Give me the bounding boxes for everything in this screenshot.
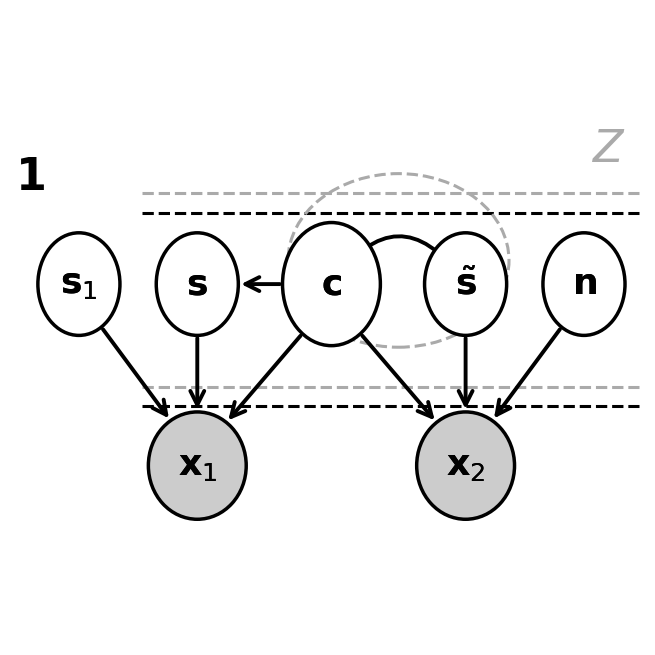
Text: $\mathbf{s}_1$: $\mathbf{s}_1$ (60, 267, 98, 301)
FancyArrowPatch shape (458, 338, 472, 405)
Text: $\mathbf{s}$: $\mathbf{s}$ (187, 267, 208, 301)
Ellipse shape (417, 412, 515, 519)
Text: $\mathbf{x}_2$: $\mathbf{x}_2$ (446, 449, 485, 483)
FancyArrowPatch shape (362, 336, 432, 417)
Ellipse shape (424, 233, 506, 335)
FancyArrowPatch shape (246, 277, 280, 291)
Ellipse shape (282, 223, 381, 346)
Text: $\mathbf{x}_1$: $\mathbf{x}_1$ (178, 449, 217, 483)
Text: $\mathbf{s}_1$: $\mathbf{s}_1$ (60, 267, 98, 301)
Text: $\mathbf{c}$: $\mathbf{c}$ (321, 267, 342, 301)
Text: $\mathbf{x}_2$: $\mathbf{x}_2$ (446, 449, 485, 483)
Text: 1: 1 (16, 156, 47, 199)
Text: $\mathbf{c}$: $\mathbf{c}$ (321, 267, 342, 301)
Text: $\mathbf{s}$: $\mathbf{s}$ (187, 267, 208, 301)
Ellipse shape (543, 233, 625, 335)
Text: $\mathbf{n}$: $\mathbf{n}$ (572, 267, 597, 301)
FancyArrowPatch shape (191, 338, 204, 405)
Text: $\tilde{\mathbf{s}}$: $\tilde{\mathbf{s}}$ (455, 267, 476, 301)
FancyArrowPatch shape (103, 329, 166, 415)
Ellipse shape (157, 233, 238, 335)
Ellipse shape (149, 412, 246, 519)
FancyArrowPatch shape (496, 329, 560, 415)
Ellipse shape (38, 233, 120, 335)
Text: $\mathbf{n}$: $\mathbf{n}$ (572, 267, 597, 301)
Text: $\mathit{Z}$: $\mathit{Z}$ (592, 128, 626, 172)
Text: $\tilde{\mathbf{s}}$: $\tilde{\mathbf{s}}$ (455, 267, 476, 301)
FancyArrowPatch shape (333, 236, 461, 282)
Text: $\mathbf{x}_1$: $\mathbf{x}_1$ (178, 449, 217, 483)
FancyArrowPatch shape (231, 336, 301, 417)
